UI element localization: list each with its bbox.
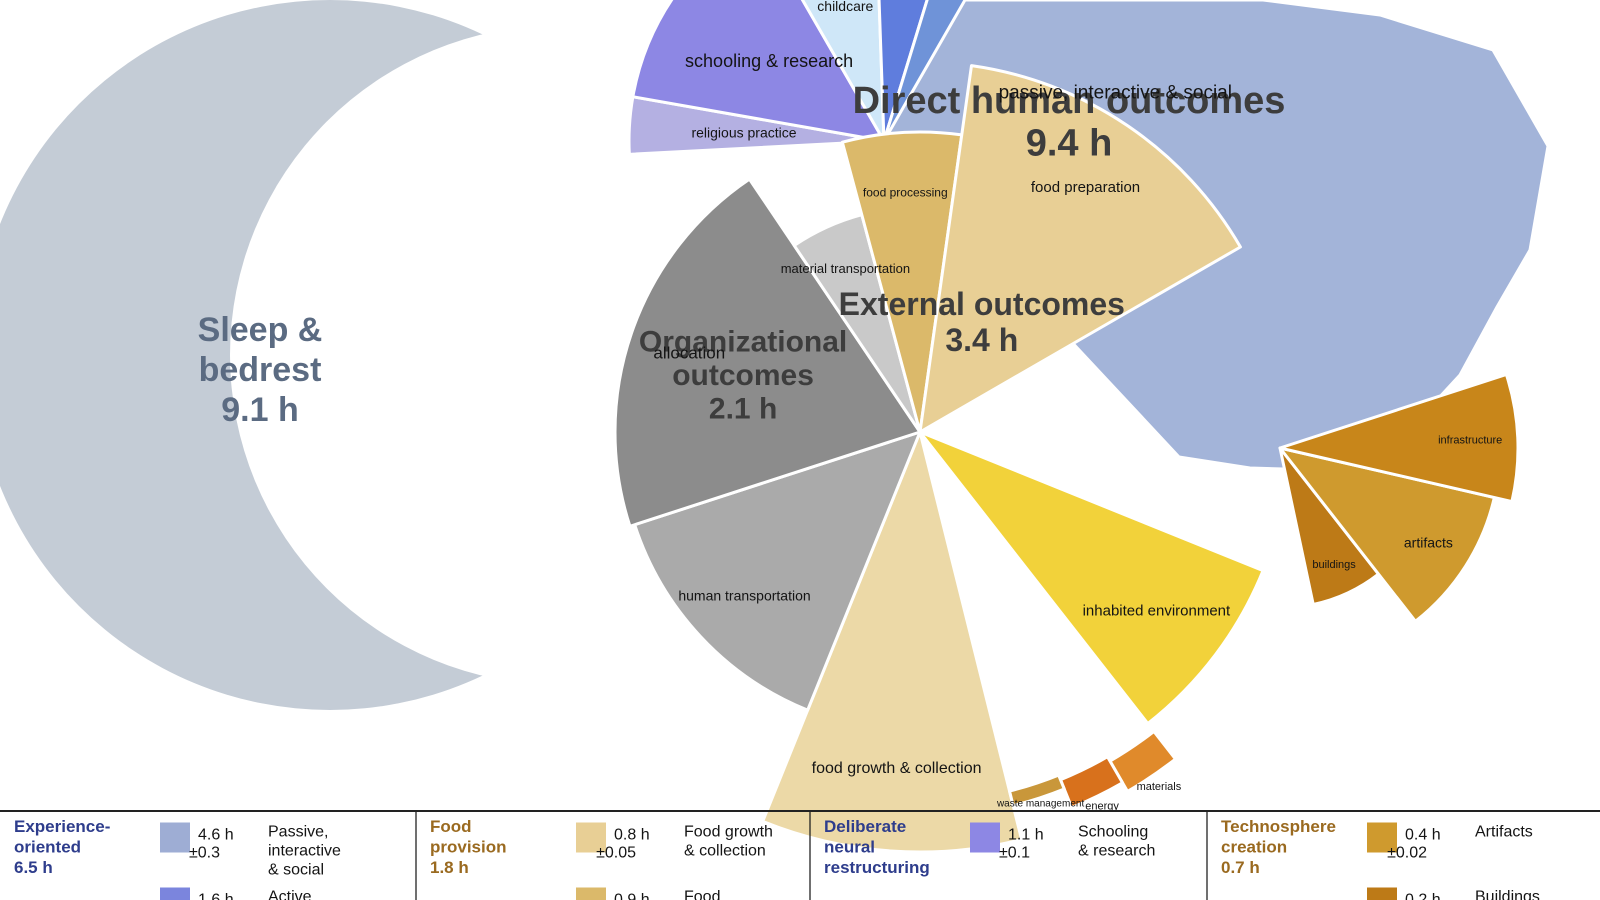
svg-text:1.1 h: 1.1 h [1008, 827, 1044, 844]
svg-text:inhabited environment: inhabited environment [1083, 602, 1231, 619]
svg-text:0.9 h: 0.9 h [614, 892, 650, 900]
svg-text:Buildings: Buildings [1475, 889, 1540, 900]
svg-text:0.2 h: 0.2 h [1405, 892, 1441, 900]
svg-text:food preparation: food preparation [1031, 179, 1140, 196]
svg-text:infrastructure: infrastructure [1438, 435, 1502, 447]
svg-text:materials: materials [1137, 781, 1182, 793]
svg-text:allocation: allocation [653, 344, 725, 363]
svg-text:schooling & research: schooling & research [685, 51, 853, 71]
svg-text:food growth & collection: food growth & collection [812, 760, 982, 777]
svg-text:Activerecreation: Activerecreation [268, 889, 339, 900]
svg-text:buildings: buildings [1312, 559, 1356, 571]
svg-text:passive, interactive & social: passive, interactive & social [999, 83, 1232, 104]
svg-text:±0.05: ±0.05 [596, 845, 636, 862]
svg-text:±0.3: ±0.3 [189, 845, 220, 862]
svg-text:1.6 h: 1.6 h [198, 892, 234, 900]
svg-text:Schooling& research: Schooling & research [1078, 824, 1155, 860]
svg-text:0.8 h: 0.8 h [614, 827, 650, 844]
svg-text:childcare: childcare [817, 0, 873, 14]
svg-text:Food growth& collection: Food growth & collection [684, 824, 773, 860]
svg-text:Foodpreparation: Foodpreparation [684, 889, 765, 900]
svg-text:human transportation: human transportation [678, 588, 810, 604]
svg-text:food processing: food processing [863, 186, 948, 200]
svg-text:Passive,interactive& social: Passive, interactive & social [268, 824, 341, 879]
svg-text:4.6 h: 4.6 h [198, 827, 234, 844]
svg-text:±0.1: ±0.1 [999, 845, 1030, 862]
svg-text:±0.02: ±0.02 [1387, 845, 1427, 862]
svg-text:material transportation: material transportation [781, 261, 910, 276]
svg-text:Artifacts: Artifacts [1475, 824, 1533, 841]
svg-text:religious practice: religious practice [691, 124, 796, 140]
svg-text:waste management: waste management [996, 799, 1084, 810]
svg-text:0.4 h: 0.4 h [1405, 827, 1441, 844]
svg-text:artifacts: artifacts [1404, 535, 1453, 551]
